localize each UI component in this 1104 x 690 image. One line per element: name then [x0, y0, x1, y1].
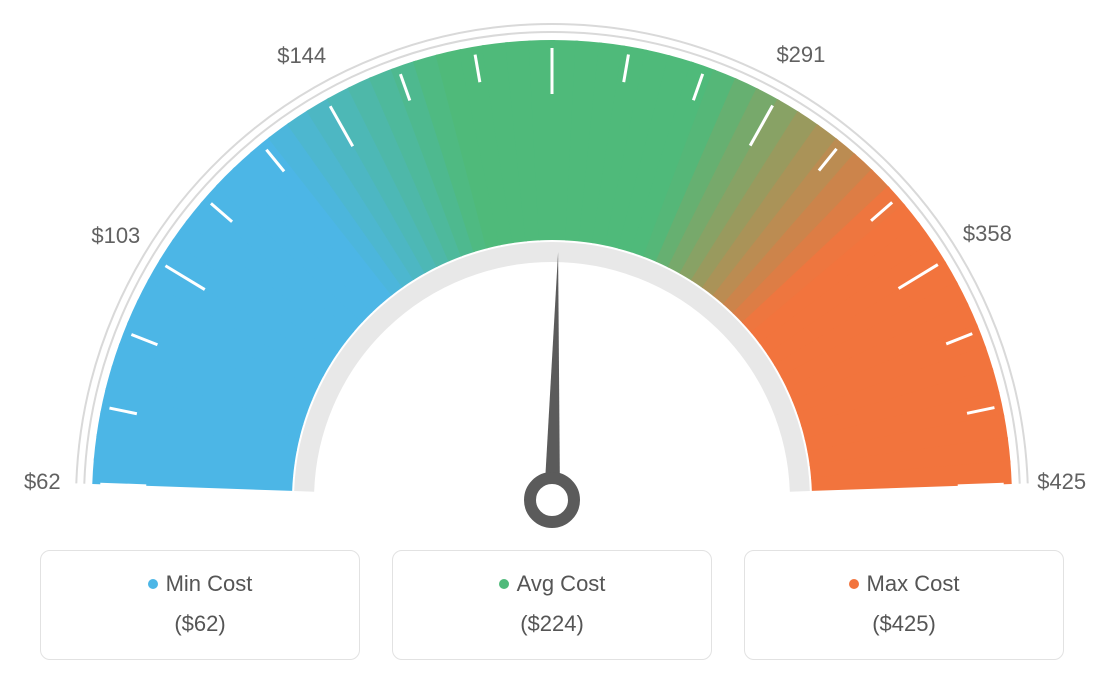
- scale-label: $224: [528, 0, 577, 3]
- legend-dot-avg: [499, 579, 509, 589]
- legend-label-avg: Avg Cost: [517, 571, 606, 597]
- scale-label: $62: [24, 469, 61, 495]
- legend-card-min: Min Cost ($62): [40, 550, 360, 660]
- scale-label: $358: [963, 221, 1012, 247]
- scale-label: $291: [776, 42, 825, 68]
- legend-value-avg: ($224): [403, 611, 701, 637]
- legend-value-max: ($425): [755, 611, 1053, 637]
- legend-dot-min: [148, 579, 158, 589]
- legend-value-min: ($62): [51, 611, 349, 637]
- legend-label-min: Min Cost: [166, 571, 253, 597]
- legend-card-max: Max Cost ($425): [744, 550, 1064, 660]
- scale-label: $103: [91, 223, 140, 249]
- cost-gauge: $62 $103 $144 $224 $291 $358 $425: [0, 0, 1104, 540]
- legend-card-avg: Avg Cost ($224): [392, 550, 712, 660]
- gauge-svg: [0, 0, 1104, 540]
- legend-row: Min Cost ($62) Avg Cost ($224) Max Cost …: [0, 540, 1104, 660]
- scale-label: $144: [277, 43, 326, 69]
- legend-label-max: Max Cost: [867, 571, 960, 597]
- legend-dot-max: [849, 579, 859, 589]
- scale-label: $425: [1037, 469, 1086, 495]
